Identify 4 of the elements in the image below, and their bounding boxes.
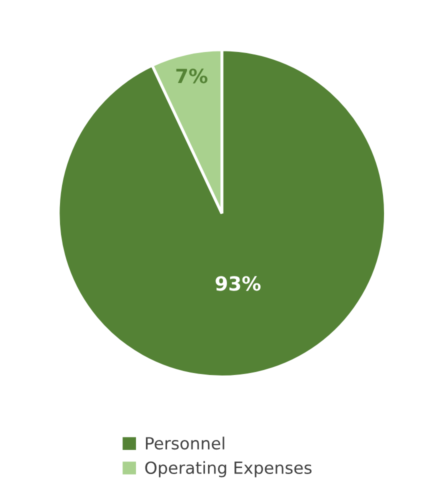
data-label: 93% — [216, 276, 261, 291]
data-label: 7% — [176, 68, 208, 84]
legend-label: Personnel — [146, 436, 224, 450]
legend-label: Operating Expenses — [145, 461, 312, 478]
